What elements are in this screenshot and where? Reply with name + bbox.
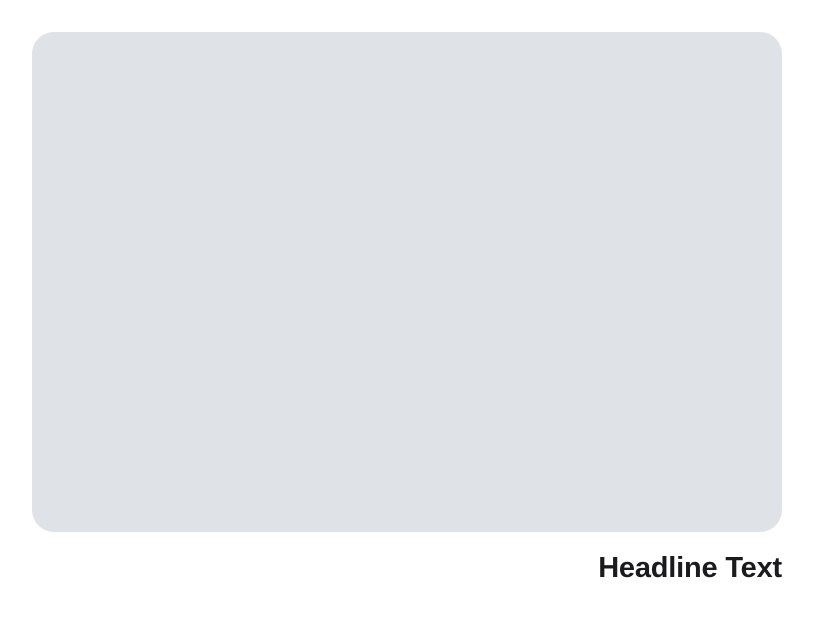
headline: Headline Text — [598, 552, 782, 584]
image-placeholder — [32, 32, 782, 532]
